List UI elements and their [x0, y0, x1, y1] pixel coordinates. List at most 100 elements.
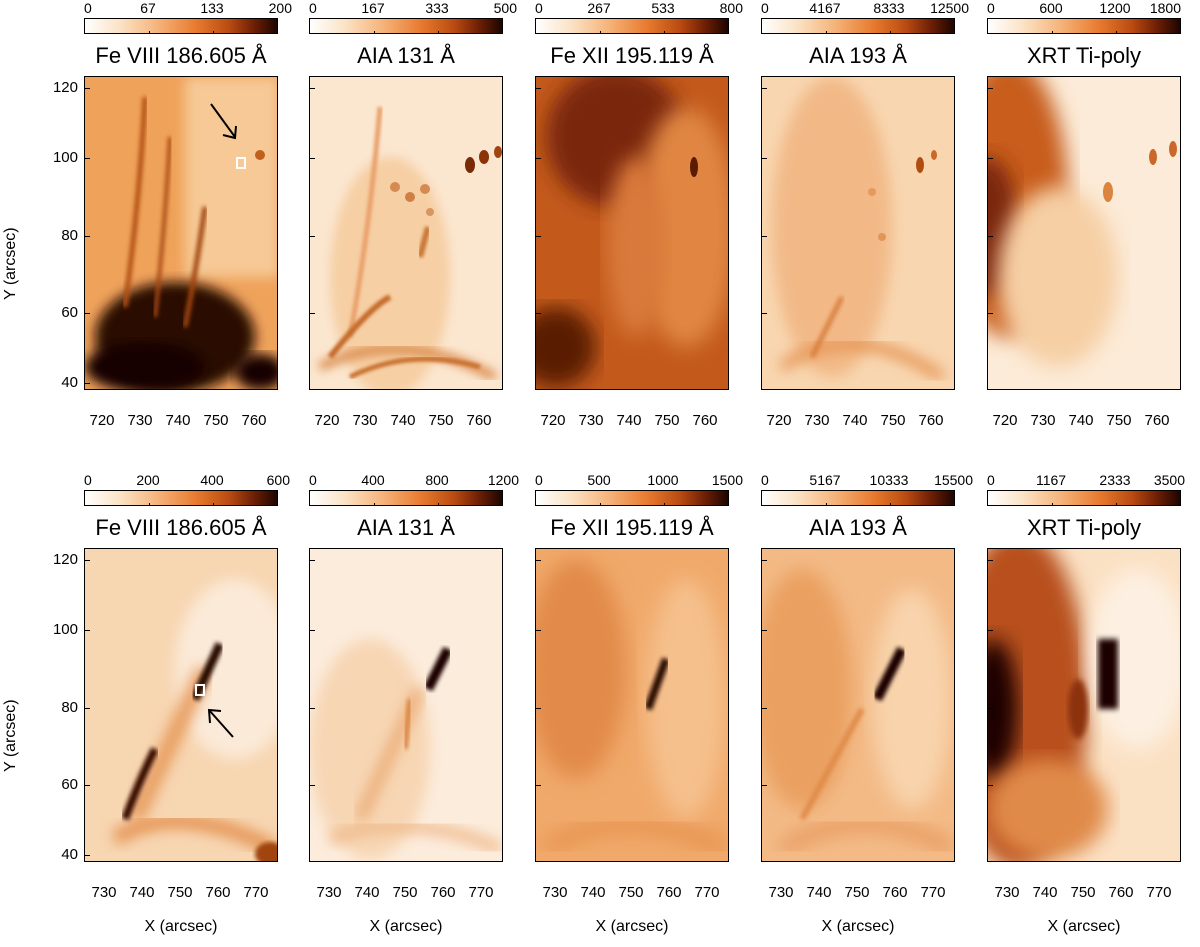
colorbar-label: 200 [268, 0, 292, 16]
colorbar-label: 800 [719, 0, 743, 16]
arrow-icon [210, 103, 237, 140]
marker-box [195, 684, 205, 696]
colorbar [535, 490, 729, 506]
colorbar-label: 800 [425, 472, 449, 488]
colorbar-label: 333 [425, 0, 449, 16]
y-tick-label: 120 [52, 79, 78, 96]
y-tick-label: 60 [61, 304, 78, 321]
x-tick-label: 750 [428, 412, 454, 429]
x-tick-label: 750 [844, 884, 870, 901]
y-tick-label: 100 [52, 149, 78, 166]
colorbar [987, 490, 1181, 506]
colorbar-label: 533 [651, 0, 675, 16]
panel-fe8-top: 0 67 133 200 Fe VIII 186.605 Å [53, 0, 292, 470]
solar-image [535, 76, 729, 390]
panel-title: AIA 131 Å [357, 43, 455, 68]
colorbar-label: 1200 [1099, 0, 1131, 16]
colorbar-label: 600 [266, 472, 290, 488]
y-tick-label: 80 [61, 227, 78, 244]
x-tick-label: 770 [468, 884, 494, 901]
x-tick-label: 770 [920, 884, 946, 901]
solar-image [987, 76, 1181, 390]
colorbar-label: 600 [1039, 0, 1063, 16]
x-tick-label: 740 [165, 412, 191, 429]
colorbar [309, 490, 503, 506]
colorbar-label: 267 [587, 0, 611, 16]
x-tick-label: 770 [1146, 884, 1172, 901]
solar-image [987, 548, 1181, 862]
colorbar [309, 18, 503, 34]
colorbar-label: 400 [361, 472, 385, 488]
panel-xrt-top: 0 600 1200 1800 XRT Ti-poly 720 730 740 … [987, 0, 1187, 470]
x-tick-label: 740 [842, 412, 868, 429]
x-tick-label: 770 [694, 884, 720, 901]
colorbar-label: 15500 [934, 472, 973, 488]
panel-fe12-top: 0 267 533 800 Fe XII 195.119 Å 720 730 7… [535, 0, 743, 470]
y-tick-label: 120 [52, 551, 78, 568]
panel-title: AIA 131 Å [357, 515, 455, 540]
colorbar-label: 1500 [711, 472, 743, 488]
solar-image [761, 548, 955, 862]
colorbar-label: 0 [309, 0, 317, 16]
x-tick-label: 730 [1030, 412, 1056, 429]
x-tick-label: 760 [205, 884, 231, 901]
x-tick-label: 740 [354, 884, 380, 901]
colorbar-label: 500 [493, 0, 517, 16]
panel-title: Fe VIII 186.605 Å [95, 43, 267, 68]
x-tick-label: 720 [766, 412, 792, 429]
solar-image [309, 76, 503, 390]
solar-image [84, 548, 278, 862]
colorbar-label: 0 [309, 472, 317, 488]
colorbar-label: 0 [84, 472, 92, 488]
colorbar-label: 0 [987, 472, 995, 488]
colorbar-label: 0 [535, 472, 543, 488]
colorbar-label: 67 [140, 0, 156, 16]
panel-fe8-bottom: 0 200 400 600 Fe VIII 186.605 Å [53, 472, 290, 942]
y-tick-label: 40 [61, 846, 78, 863]
colorbar-label: 2333 [1099, 472, 1131, 488]
x-tick-label: 750 [167, 884, 193, 901]
y-tick-label: 80 [61, 699, 78, 716]
x-tick-label: 750 [654, 412, 680, 429]
colorbar [761, 18, 955, 34]
arrow-icon [207, 708, 234, 738]
x-tick-label: 750 [203, 412, 229, 429]
panel-title: AIA 193 Å [809, 515, 907, 540]
colorbar-label: 12500 [930, 0, 969, 16]
y-tick-label: 100 [52, 621, 78, 638]
x-tick-label: 730 [352, 412, 378, 429]
x-axis-title: X (arcsec) [369, 918, 443, 935]
colorbar-label: 167 [361, 0, 385, 16]
figure-row-top: Y (arcsec) 0 67 133 200 Fe VIII 186.605 … [0, 0, 1200, 470]
x-tick-label: 750 [880, 412, 906, 429]
solar-image [309, 548, 503, 862]
x-tick-label: 750 [392, 884, 418, 901]
x-tick-label: 760 [241, 412, 267, 429]
colorbar-label: 0 [535, 0, 543, 16]
x-tick-label: 730 [542, 884, 568, 901]
colorbar-label: 8333 [873, 0, 905, 16]
colorbar-label: 10333 [869, 472, 909, 488]
solar-image [84, 76, 278, 390]
y-axis-title: Y (arcsec) [2, 227, 19, 300]
panel-aia131-top: 0 167 333 500 AIA 131 Å 720 730 [309, 0, 517, 470]
x-tick-label: 760 [882, 884, 908, 901]
x-tick-label: 760 [1108, 884, 1134, 901]
panel-title: Fe VIII 186.605 Å [95, 515, 267, 540]
x-tick-label: 720 [540, 412, 566, 429]
x-axis-title: X (arcsec) [595, 918, 669, 935]
panel-xrt-bottom: 0 1167 2333 3500 XRT Ti-poly 730 740 750… [987, 472, 1187, 942]
panel-title: Fe XII 195.119 Å [550, 515, 714, 540]
colorbar-label: 0 [987, 0, 995, 16]
y-tick-label: 40 [61, 374, 78, 391]
solar-image [761, 76, 955, 390]
x-tick-label: 730 [804, 412, 830, 429]
colorbar-label: 200 [136, 472, 160, 488]
x-tick-label: 720 [992, 412, 1018, 429]
x-axis-title: X (arcsec) [1047, 918, 1121, 935]
x-tick-label: 750 [1106, 412, 1132, 429]
x-tick-label: 740 [580, 884, 606, 901]
x-tick-label: 720 [314, 412, 340, 429]
colorbar [84, 18, 278, 34]
colorbar-label: 500 [587, 472, 611, 488]
